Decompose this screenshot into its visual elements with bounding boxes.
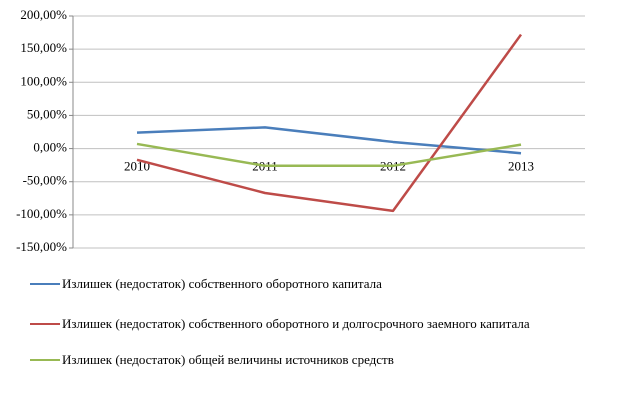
legend-label: Излишек (недостаток) собственного оборот… [62, 316, 530, 331]
y-tick-label: 50,00% [27, 106, 67, 121]
series-line [136, 126, 522, 155]
y-tick-label: -100,00% [16, 206, 67, 221]
legend-entry: Излишек (недостаток) общей величины исто… [30, 352, 590, 368]
y-tick-label: -50,00% [23, 173, 68, 188]
y-tick-label: 150,00% [20, 40, 67, 55]
y-tick-label: 0,00% [33, 140, 67, 155]
legend-entry: Излишек (недостаток) собственного оборот… [30, 276, 590, 292]
legend-label: Излишек (недостаток) общей величины исто… [62, 352, 394, 367]
legend-swatch [30, 359, 60, 361]
series-line [136, 142, 522, 168]
legend-swatch [30, 323, 60, 325]
y-tick-label: 100,00% [20, 73, 67, 88]
legend-swatch [30, 283, 60, 285]
legend-entry: Излишек (недостаток) собственного оборот… [30, 316, 590, 332]
y-tick-label: 200,00% [20, 7, 67, 22]
y-tick-label: -150,00% [16, 239, 67, 254]
legend-label: Излишек (недостаток) собственного оборот… [62, 276, 382, 291]
x-tick-label: 2013 [508, 159, 534, 174]
series-line [136, 33, 523, 213]
